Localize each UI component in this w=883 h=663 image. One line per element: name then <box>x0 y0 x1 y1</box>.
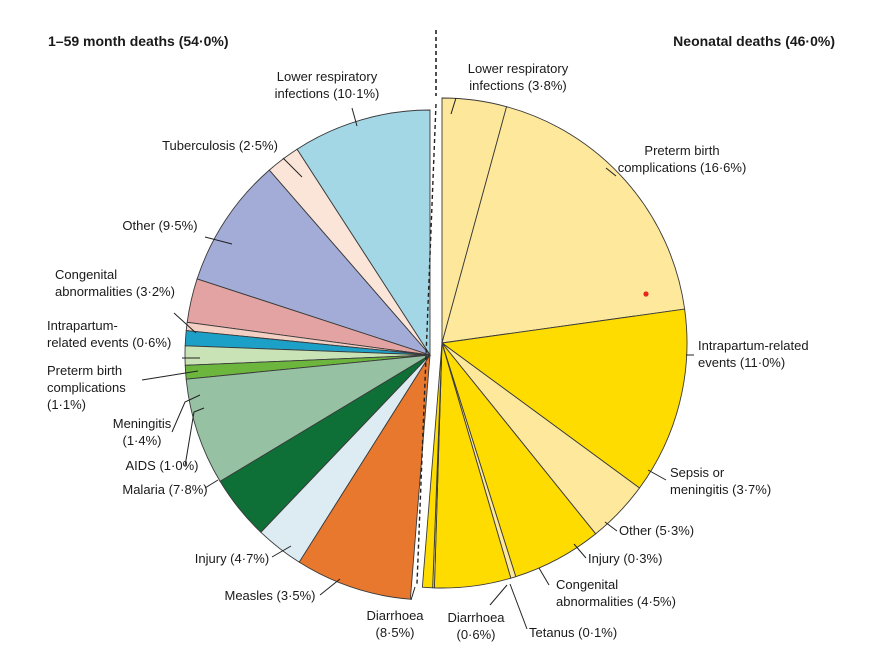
left-label-preterm-birth-complications-leader <box>141 370 199 381</box>
slice-neonatal-diarrhoea <box>421 342 443 589</box>
left-label-congenital-abnormalities-leader <box>173 312 197 334</box>
left-labels: Lower respiratory infections (10·1%) Tuber… <box>47 69 424 640</box>
left-label-measles-leader <box>319 578 341 596</box>
left-label-other-leader <box>204 236 233 245</box>
right-label-congenital-abnormalities-leader <box>538 567 550 586</box>
right-label-congenital-abnormalities: Congenital abnormalities (4·5%) <box>556 577 676 609</box>
left-label-tuberculosis-leader <box>282 157 303 178</box>
right-label-lower-respiratory-infections-leader <box>450 97 457 115</box>
right-label-diarrhoea-leader <box>489 584 508 606</box>
right-label-diarrhoea: Diarrhoea (0·6%) <box>447 610 505 642</box>
left-label-aids-leader <box>184 407 205 467</box>
left-label-other: Other (9·5%) <box>122 218 197 233</box>
left-label-lower-respiratory-infections: Lower respiratory infections (10·1%) <box>275 69 380 101</box>
slice-neonatal-preterm-birth-complications <box>441 106 686 344</box>
left-label-malaria-leader <box>204 479 219 489</box>
right-label-injury-leader <box>573 543 587 559</box>
left-label-meningitis: Meningitis (1·4%) <box>113 416 172 448</box>
left-label-injury-leader <box>271 545 292 558</box>
left-label-measles: Measles (3·5%) <box>224 588 315 603</box>
left-panel-title: 1–59 month deaths (54·0%) <box>48 33 229 49</box>
slice-1-59m-other <box>196 169 432 356</box>
left-label-lower-respiratory-infections-leader <box>351 107 358 127</box>
right-label-sepsis-or-meningitis-leader <box>647 469 667 481</box>
slice-1-59m-diarrhoea <box>298 354 431 600</box>
divider-split <box>416 103 437 587</box>
left-label-tuberculosis: Tuberculosis (2·5%) <box>162 138 278 153</box>
marker-dot <box>643 291 649 297</box>
right-labels: Lower respiratory infections (3·8%) Preter… <box>447 61 808 642</box>
left-label-malaria: Malaria (7·8%) <box>122 482 207 497</box>
left-label-congenital-abnormalities: Congenital abnormalities (3·2%) <box>55 267 175 299</box>
left-label-diarrhoea: Diarrhoea (8·5%) <box>366 608 424 640</box>
right-label-other: Other (5·3%) <box>619 523 694 538</box>
left-label-injury: Injury (4·7%) <box>195 551 269 566</box>
right-label-sepsis-or-meningitis: Sepsis or meningitis (3·7%) <box>670 465 771 497</box>
right-label-tetanus: Tetanus (0·1%) <box>529 625 617 640</box>
left-label-preterm-birth-complications: Preterm birth complications (1·1%) <box>47 363 126 412</box>
slice-1-59m-lower-respiratory-infections <box>296 109 431 357</box>
left-label-intrapartum-related-events: Intrapartum-related events (0·6%) <box>47 318 171 350</box>
right-label-injury: Injury (0·3%) <box>588 551 662 566</box>
right-label-preterm-birth-complications: Preterm birth complications (16·6%) <box>618 143 747 175</box>
slice-1-59m-malaria <box>185 354 431 483</box>
left-label-aids: AIDS (1·0%) <box>126 458 199 473</box>
left-label-diarrhoea-leader <box>410 586 416 601</box>
right-label-tetanus-leader <box>509 583 528 630</box>
slice-neonatal-intrapartum-related-events <box>440 308 688 489</box>
right-label-lower-respiratory-infections: Lower respiratory infections (3·8%) <box>468 61 569 93</box>
slices <box>184 97 688 600</box>
right-panel-title: Neonatal deaths (46·0%) <box>673 33 835 49</box>
right-label-preterm-birth-complications-leader <box>605 167 617 177</box>
right-label-other-leader <box>604 521 618 532</box>
right-label-intrapartum-related-events: Intrapartum-related events (11·0%) <box>698 338 809 370</box>
left-label-meningitis-leader <box>171 394 201 433</box>
